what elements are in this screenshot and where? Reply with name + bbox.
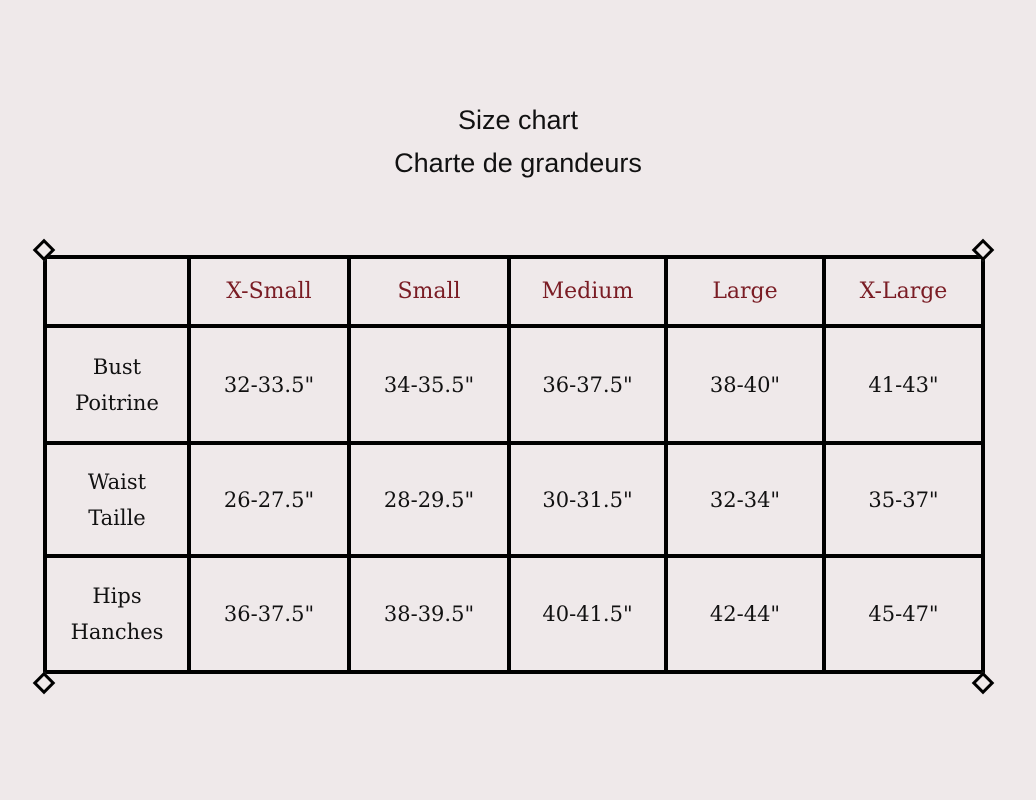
row-label: Hips Hanches xyxy=(45,556,189,672)
row-label-text: Waist xyxy=(87,469,147,494)
grid-line-horizontal xyxy=(43,441,985,445)
table-cell: 36-37.5" xyxy=(223,602,315,626)
grid-line-vertical xyxy=(822,255,826,674)
table-cell: 41-43" xyxy=(868,372,939,397)
grid-line-vertical xyxy=(664,255,668,674)
corner-diamond-icon xyxy=(971,671,995,695)
grid-line-horizontal xyxy=(43,554,985,558)
table-cell: 30-31.5" xyxy=(542,487,633,512)
row-label: Waist Taille xyxy=(45,443,189,556)
grid-line-vertical xyxy=(981,255,985,674)
table-cell: 38-40" xyxy=(709,372,781,397)
page-subtitle: Charte de grandeurs xyxy=(394,148,642,178)
page-title: Size chart xyxy=(457,105,579,135)
table-cell: 34-35.5" xyxy=(383,372,475,397)
grid-line-horizontal xyxy=(43,670,985,674)
grid-line-horizontal xyxy=(43,255,985,259)
table-cell: 32-34" xyxy=(709,487,781,512)
row-label-text: Hips xyxy=(92,584,142,608)
table-cell: 38-39.5" xyxy=(383,602,475,626)
column-header: Medium xyxy=(541,278,634,304)
table-cell: 36-37.5" xyxy=(542,372,633,397)
row-label-text: Bust xyxy=(92,354,142,379)
column-header: X-Large xyxy=(859,278,948,304)
grid-line-vertical xyxy=(43,255,47,674)
column-header: Small xyxy=(397,278,461,304)
table-cell: 26-27.5" xyxy=(223,487,315,512)
grid-line-vertical xyxy=(507,255,511,674)
row-label-text: Taille xyxy=(88,505,146,530)
row-label: Bust Poitrine xyxy=(45,326,189,443)
corner-diamond-icon xyxy=(32,671,56,695)
grid-line-horizontal xyxy=(43,324,985,328)
table-cell: 32-33.5" xyxy=(223,372,315,397)
row-label-text: Hanches xyxy=(70,620,164,644)
row-label-text: Poitrine xyxy=(75,390,159,415)
column-header: Large xyxy=(712,278,778,304)
grid-line-vertical xyxy=(187,255,191,674)
table-cell: 42-44" xyxy=(709,602,781,626)
table-cell: 40-41.5" xyxy=(542,602,633,626)
table-cell: 45-47" xyxy=(868,602,939,626)
grid-line-vertical xyxy=(347,255,351,674)
table-cell: 28-29.5" xyxy=(383,487,475,512)
column-header: X-Small xyxy=(226,278,312,304)
table-cell: 35-37" xyxy=(868,487,939,512)
